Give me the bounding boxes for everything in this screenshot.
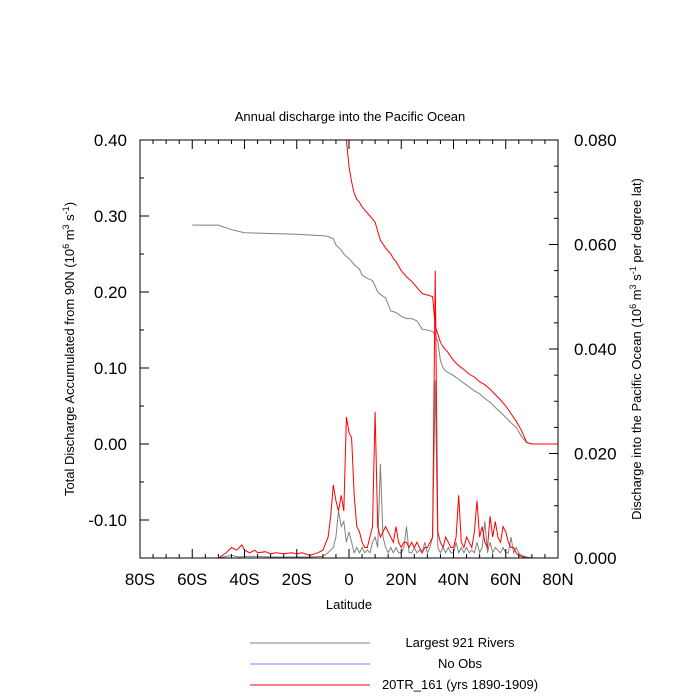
x-tick-label: 40S — [229, 570, 259, 589]
legend-label: 20TR_161 (yrs 1890-1909) — [382, 677, 538, 692]
legend: Largest 921 Rivers No Obs 20TR_161 (yrs 18… — [250, 635, 538, 692]
x-tick-label: 20S — [282, 570, 312, 589]
x-tick-label: 60S — [177, 570, 207, 589]
x-tick-label: 80S — [125, 570, 155, 589]
y-left-tick-label: 0.20 — [94, 283, 127, 302]
y-left-axis-ticks: 0.40 0.30 0.20 0.10 0.00 -0.10 — [88, 131, 149, 559]
y-left-tick-label: 0.30 — [94, 207, 127, 226]
legend-label: Largest 921 Rivers — [405, 635, 515, 650]
y-right-tick-label: 0.000 — [574, 549, 617, 568]
y-left-tick-label: 0.00 — [94, 435, 127, 454]
series-line-accumulated-1 — [345, 140, 558, 445]
plot-frame — [139, 139, 559, 559]
y-right-tick-label: 0.080 — [574, 131, 617, 150]
x-axis-ticks: 80S 60S 40S 20S 0 20N 40N 60N 80N — [125, 140, 574, 589]
x-tick-label: 80N — [542, 570, 573, 589]
series-layer — [140, 140, 558, 558]
y-right-tick-label: 0.020 — [574, 445, 617, 464]
y-right-axis-title: Discharge into the Pacific Ocean (106 m3… — [628, 178, 644, 520]
y-right-axis-ticks: 0.080 0.060 0.040 0.020 0.000 — [549, 131, 617, 568]
x-tick-label: 60N — [490, 570, 521, 589]
x-tick-label: 0 — [344, 570, 353, 589]
series-line-per-degree-3 — [140, 270, 558, 558]
series-line-accumulated-0 — [192, 224, 558, 445]
chart-title: Annual discharge into the Pacific Ocean — [235, 109, 466, 124]
x-axis-title: Latitude — [326, 597, 372, 612]
y-right-tick-label: 0.040 — [574, 340, 617, 359]
legend-label: No Obs — [438, 656, 483, 671]
y-left-tick-label: -0.10 — [88, 511, 127, 530]
y-right-tick-label: 0.060 — [574, 236, 617, 255]
y-left-axis-title: Total Discharge Accumulated from 90N (10… — [61, 202, 77, 496]
x-tick-label: 40N — [438, 570, 469, 589]
y-left-tick-label: 0.40 — [94, 131, 127, 150]
x-tick-label: 20N — [386, 570, 417, 589]
y-left-tick-label: 0.10 — [94, 359, 127, 378]
